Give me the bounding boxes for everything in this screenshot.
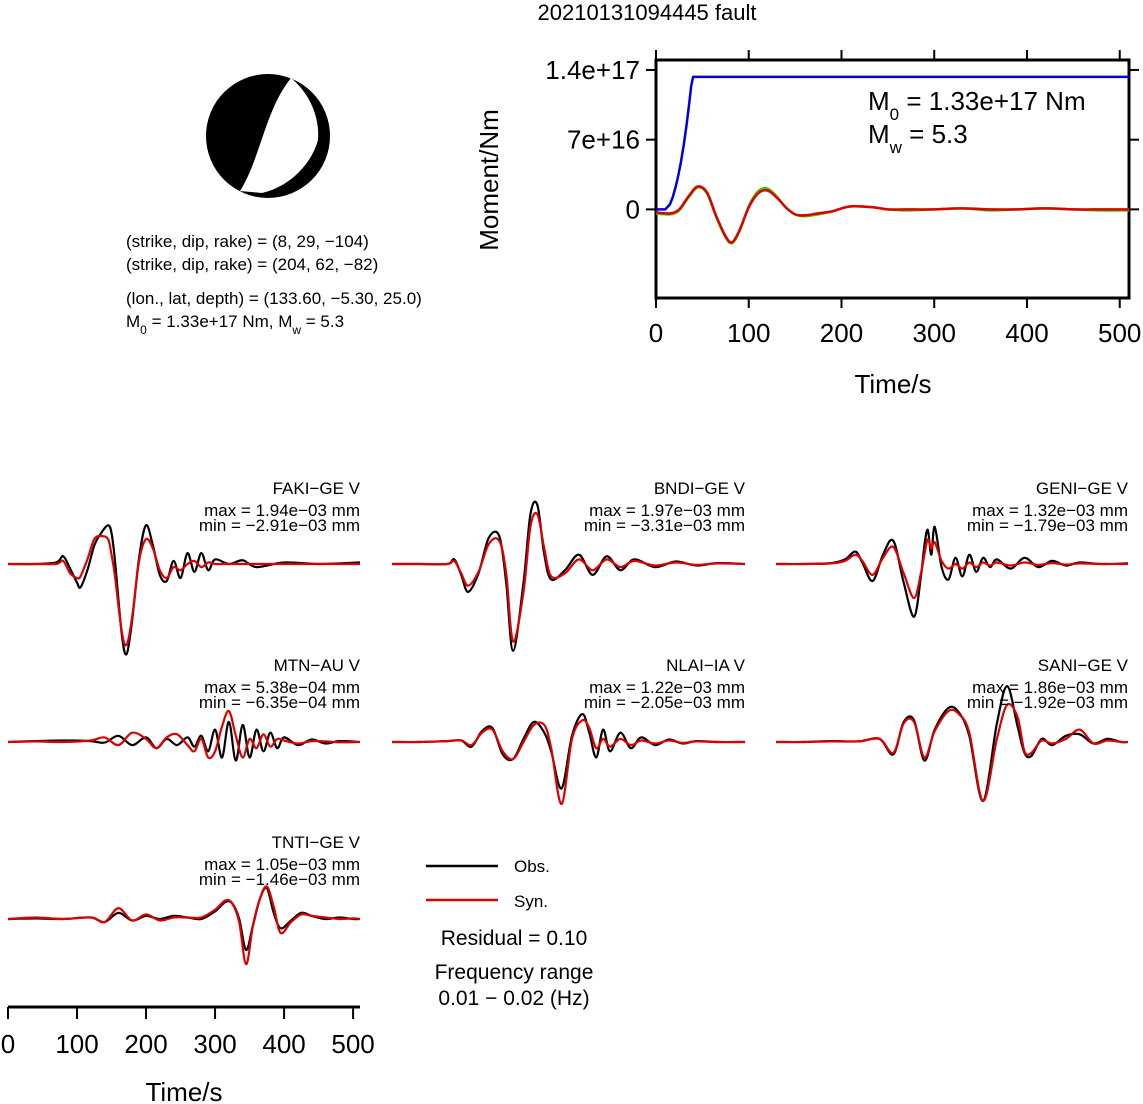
station-name: TNTI−GE V	[272, 833, 361, 852]
moment-xtick-label: 0	[649, 318, 663, 348]
station-min-label: min = −6.35e−04 mm	[199, 693, 360, 712]
m0-annotation: M0 = 1.33e+17 Nm	[868, 86, 1086, 124]
synthetic-waveform	[391, 511, 746, 643]
observed-waveform	[391, 713, 746, 790]
moment-ytick-label: 0	[626, 194, 640, 224]
station-max-label: max = 1.22e−03 mm	[589, 678, 745, 697]
waveform-xtick-label: 500	[331, 1029, 374, 1059]
moment-ytick-label: 7e+16	[567, 125, 640, 155]
moment-xtick-label: 200	[820, 318, 863, 348]
moment-rate-green-line	[655, 186, 1130, 245]
station-max-label: max = 5.38e−04 mm	[204, 678, 360, 697]
moment-plot-frame	[654, 58, 1131, 300]
mw-annotation: Mw = 5.3	[868, 119, 968, 157]
synthetic-waveform	[7, 885, 361, 966]
station-max-label: max = 1.86e−03 mm	[972, 678, 1128, 697]
synthetic-waveform	[7, 534, 360, 647]
observed-waveform	[7, 720, 361, 762]
waveform-xtick-label: 100	[55, 1029, 98, 1059]
waveform-xtick-label: 200	[124, 1029, 167, 1059]
synthetic-waveform	[775, 702, 1129, 803]
moment-xtick-label: 400	[1005, 318, 1048, 348]
frequency-range-value: 0.01 − 0.02 (Hz)	[438, 987, 589, 1010]
moment-plot: 0 100 200 300 400 500 0 7e+16 1.4e+17 M0 = 1.33e…	[474, 50, 1141, 399]
observed-waveform	[7, 524, 361, 656]
moment-xtick-label: 500	[1098, 318, 1141, 348]
station-max-label: max = 1.32e−03 mm	[972, 501, 1128, 520]
station-min-label: min = −2.05e−03 mm	[584, 693, 745, 712]
location-text: (lon., lat, depth) = (133.60, −5.30, 25.…	[126, 289, 422, 308]
synthetic-waveform	[775, 538, 1129, 600]
legend-syn-label: Syn.	[514, 892, 548, 911]
moment-plot-axes: 0 100 200 300 400 500 0 7e+16 1.4e+17	[545, 50, 1141, 348]
waveform-time-axis: 0 100 200 300 400 500 Time/s	[1, 1005, 375, 1104]
station-max-label: max = 1.97e−03 mm	[589, 501, 745, 520]
legend: Obs. Syn. Residual = 0.10 Frequency rang…	[426, 857, 593, 1010]
moment-ylabel: Moment/Nm	[474, 109, 504, 251]
station-name: MTN−AU V	[274, 656, 361, 675]
waveform-xtick-label: 0	[1, 1029, 15, 1059]
station-max-label: max = 1.94e−03 mm	[204, 501, 360, 520]
waveform-xlabel: Time/s	[145, 1077, 222, 1104]
magnitude-text: M0 = 1.33e+17 Nm, Mw = 5.3	[126, 312, 344, 337]
moment-xtick-label: 100	[727, 318, 770, 348]
legend-obs-label: Obs.	[514, 857, 550, 876]
station-min-label: min = −1.92e−03 mm	[967, 693, 1128, 712]
station-min-label: min = −1.79e−03 mm	[967, 516, 1128, 535]
station-min-label: min = −1.46e−03 mm	[199, 870, 360, 889]
station-min-label: min = −3.31e−03 mm	[584, 516, 745, 535]
waveform-xtick-label: 300	[193, 1029, 236, 1059]
moment-plot-lines	[655, 75, 1130, 245]
moment-ytick-label: 1.4e+17	[545, 55, 640, 85]
synthetic-waveform	[7, 709, 361, 760]
station-name: NLAI−IA V	[666, 656, 746, 675]
moment-xtick-label: 300	[913, 318, 956, 348]
observed-waveform	[775, 525, 1129, 618]
frequency-range-label: Frequency range	[435, 961, 594, 984]
figure-title: 20210131094445 fault	[538, 0, 757, 25]
nodal-plane-1-text: (strike, dip, rake) = (8, 29, −104)	[126, 232, 369, 251]
station-name: GENI−GE V	[1036, 479, 1129, 498]
station-min-label: min = −2.91e−03 mm	[199, 516, 360, 535]
moment-xlabel: Time/s	[854, 369, 931, 399]
station-name: SANI−GE V	[1038, 656, 1129, 675]
waveform-xtick-label: 400	[262, 1029, 305, 1059]
focal-mechanism-beachball	[206, 74, 330, 198]
station-name: BNDI−GE V	[654, 479, 746, 498]
nodal-plane-2-text: (strike, dip, rake) = (204, 62, −82)	[126, 255, 378, 274]
cumulative-moment-line	[656, 75, 1129, 211]
station-name: FAKI−GE V	[273, 479, 361, 498]
synthetic-waveform	[391, 718, 746, 806]
moment-rate-red-line	[655, 185, 1129, 244]
residual-text: Residual = 0.10	[441, 927, 588, 950]
source-parameters: (strike, dip, rake) = (8, 29, −104) (str…	[126, 232, 422, 337]
station-max-label: max = 1.05e−03 mm	[204, 855, 360, 874]
